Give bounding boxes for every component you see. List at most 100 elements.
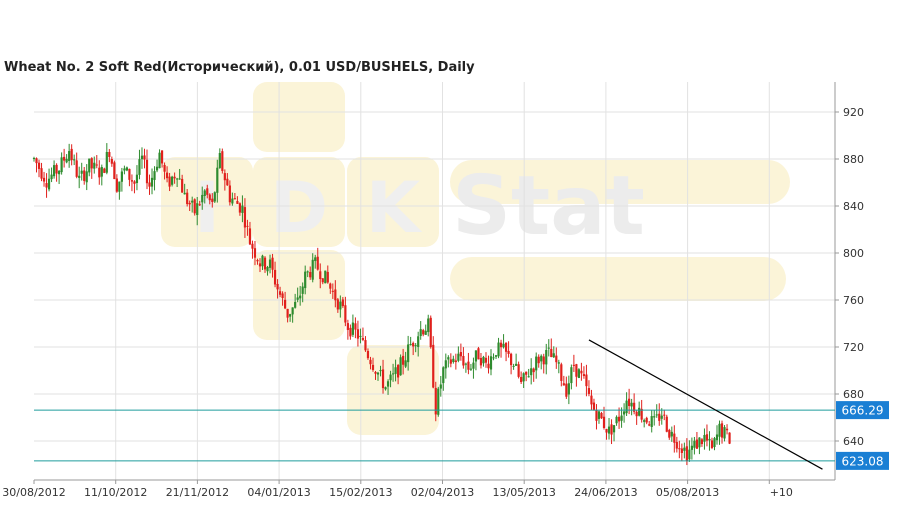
candle-body xyxy=(173,176,176,179)
candle-body xyxy=(484,357,488,363)
candle-body xyxy=(414,345,417,347)
candle-body xyxy=(324,270,327,284)
candle-body xyxy=(316,256,319,270)
candle-body xyxy=(158,152,161,169)
candle-body xyxy=(444,360,447,369)
candle-body xyxy=(386,381,390,387)
candle-body xyxy=(206,188,209,195)
candle-body xyxy=(163,164,166,172)
candle-body xyxy=(183,192,186,195)
candle-body xyxy=(472,362,475,369)
candle-body xyxy=(366,350,370,359)
support-level-label: 623.08 xyxy=(842,454,884,468)
candle-body xyxy=(590,395,593,405)
candle-body xyxy=(228,185,231,203)
x-tick-label: 30/08/2012 xyxy=(2,486,65,499)
candle-body xyxy=(289,314,292,317)
candle-body xyxy=(63,156,66,161)
candle-body xyxy=(389,374,392,381)
candle-body xyxy=(75,160,78,177)
candle-body xyxy=(522,373,525,382)
x-tick-label: 21/11/2012 xyxy=(166,486,229,499)
candle-body xyxy=(562,383,565,386)
candle-body xyxy=(246,225,249,227)
candle-body xyxy=(148,182,151,187)
candle-body xyxy=(193,199,196,214)
candle-body xyxy=(545,349,548,365)
candle-body xyxy=(673,433,676,443)
candle-body xyxy=(128,168,131,180)
candle-body xyxy=(680,448,683,453)
candle-body xyxy=(346,323,349,330)
candle-body xyxy=(223,173,226,181)
candle-body xyxy=(284,299,287,309)
candle-body xyxy=(203,190,206,196)
y-tick-label: 720 xyxy=(843,341,864,354)
candle-body xyxy=(447,357,450,360)
candle-body xyxy=(384,387,387,390)
candle-body xyxy=(515,363,518,366)
candle-body xyxy=(103,168,106,173)
candle-body xyxy=(271,257,274,270)
candle-body xyxy=(42,177,46,182)
candle-body xyxy=(552,353,555,358)
candle-body xyxy=(178,178,181,180)
candle-body xyxy=(668,429,671,438)
candle-body xyxy=(688,449,691,460)
candle-body xyxy=(407,344,410,363)
candle-body xyxy=(188,202,191,205)
candle-body xyxy=(678,448,681,450)
candle-body xyxy=(331,290,334,292)
candle-body xyxy=(723,427,726,439)
candle-body xyxy=(143,155,146,160)
candle-body xyxy=(695,439,699,449)
candle-body xyxy=(68,151,71,161)
candle-body xyxy=(560,364,563,381)
candle-body xyxy=(58,170,61,175)
candle-body xyxy=(314,257,317,262)
candle-body xyxy=(494,355,498,357)
candle-body xyxy=(321,278,324,283)
y-tick-label: 680 xyxy=(843,388,864,401)
candle-body xyxy=(432,344,435,388)
candle-body xyxy=(191,200,194,203)
candle-body xyxy=(595,410,598,421)
candle-body xyxy=(208,194,211,201)
candle-body xyxy=(620,415,623,421)
candle-body xyxy=(226,178,229,186)
x-tick-label: 15/02/2013 xyxy=(329,486,392,499)
candle-body xyxy=(211,198,214,202)
candle-body xyxy=(648,424,651,426)
candle-body xyxy=(602,416,606,428)
candle-body xyxy=(645,417,648,423)
candle-body xyxy=(710,440,714,448)
candle-body xyxy=(555,355,558,363)
candle-body xyxy=(221,151,224,171)
candle-body xyxy=(512,365,515,367)
candle-body xyxy=(394,367,397,374)
candle-body xyxy=(482,356,485,364)
candle-body xyxy=(155,166,159,171)
candle-body xyxy=(509,353,513,366)
candle-body xyxy=(469,368,473,370)
candle-body xyxy=(198,204,201,206)
candle-body xyxy=(336,299,339,310)
candle-body xyxy=(504,342,508,352)
candle-body xyxy=(359,335,362,338)
candle-body xyxy=(291,307,294,315)
candle-body xyxy=(241,205,244,213)
candle-body xyxy=(489,356,493,370)
candle-body xyxy=(93,162,96,169)
candle-body xyxy=(70,148,73,161)
candle-body xyxy=(592,402,596,410)
candle-body xyxy=(85,171,88,183)
candle-body xyxy=(344,305,347,323)
candle-body xyxy=(633,402,636,412)
candle-body xyxy=(540,355,543,362)
candle-body xyxy=(693,440,696,448)
candle-body xyxy=(728,432,731,444)
x-tick-label: 05/08/2013 xyxy=(656,486,719,499)
y-tick-label: 920 xyxy=(843,106,864,119)
candle-body xyxy=(281,293,284,298)
candle-body xyxy=(643,420,646,422)
